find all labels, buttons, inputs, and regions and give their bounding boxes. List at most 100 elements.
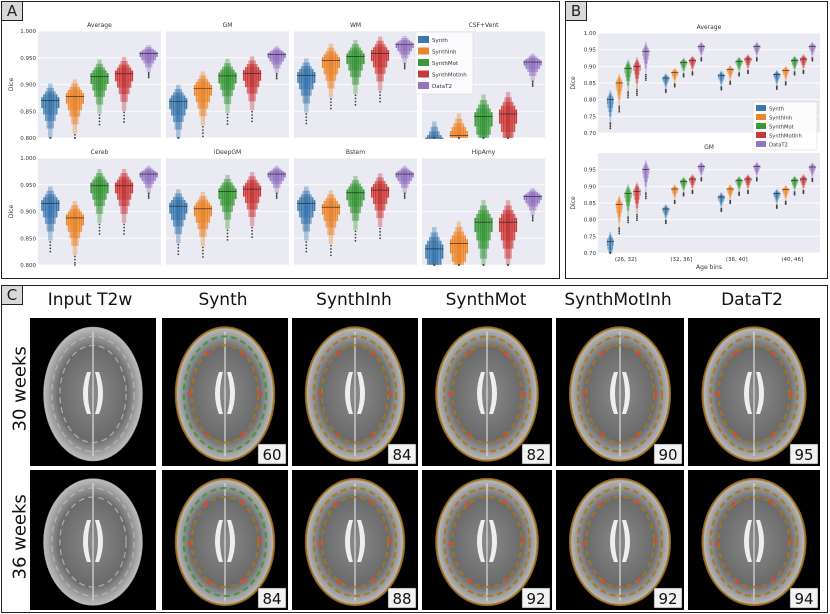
column-title: SynthInh [316, 290, 392, 310]
outlier-point [330, 101, 332, 104]
boxen-level [681, 177, 686, 191]
segmentation-image: 84 [292, 318, 418, 466]
legend: Synth SynthInh SynthMot SynthMotInh DataT2 [752, 101, 818, 151]
boxen-level [352, 39, 359, 95]
error-mark [206, 579, 211, 584]
outlier-point [74, 137, 76, 139]
outlier-point [98, 114, 101, 116]
outlier-point [618, 230, 621, 233]
outlier-point [379, 97, 381, 100]
error-mark [502, 500, 507, 505]
cortex-contour [709, 335, 799, 453]
error-mark [788, 538, 793, 543]
boxen-level [673, 184, 676, 201]
boxen-level [635, 58, 639, 84]
error-mark [715, 541, 720, 546]
boxen-synthinh [193, 191, 213, 258]
boxen-level [303, 186, 309, 241]
outlier-point [354, 103, 357, 106]
error-mark [467, 350, 472, 355]
error-mark [600, 350, 605, 355]
cortex-contour [312, 486, 398, 598]
boxen-level [755, 42, 759, 56]
cortex-contour [182, 335, 268, 453]
boxen-level [198, 195, 207, 238]
boxen-datat2 [267, 45, 287, 80]
boxen-datat2 [642, 41, 650, 82]
y-tick-label: 0.70 [584, 131, 597, 137]
boxen-level [802, 174, 805, 191]
outlier-point [682, 194, 685, 197]
boxen-level [174, 88, 183, 131]
outlier-point [49, 241, 52, 243]
boxen-level [720, 192, 723, 209]
ventricle-right [622, 520, 630, 562]
boxen-synthmotinh [799, 174, 808, 195]
boxen-datat2 [523, 187, 543, 222]
error-mark [733, 350, 738, 355]
boxen-datat2 [753, 41, 761, 62]
y-tick-label: 0.800 [20, 263, 36, 269]
legend-label: Synth [769, 107, 784, 113]
outlier-point [627, 216, 629, 218]
outlier-point [226, 119, 229, 122]
error-mark [788, 392, 793, 396]
error-mark [653, 538, 658, 543]
error-mark [317, 541, 322, 546]
boxen-level [737, 56, 741, 73]
outlier-point [202, 132, 204, 135]
boxen-level [400, 37, 409, 59]
outlier-point [98, 120, 101, 123]
boxen-level [644, 162, 648, 187]
boxen-level [784, 184, 787, 202]
ventricle-left [744, 372, 752, 414]
boxen-synthmot [218, 58, 237, 125]
panel-b: B 0.70 0.75 0.80 0.85 0.90 0.95 1.00 Average Dic… [565, 1, 828, 279]
outlier-point [202, 125, 204, 128]
outlier-point [403, 65, 406, 68]
y-tick-label: 0.80 [584, 218, 597, 224]
boxen-level [530, 187, 536, 216]
boxen-level [175, 84, 181, 139]
outlier-point [275, 74, 278, 77]
outlier-point [251, 226, 254, 229]
outlier-point [123, 233, 125, 235]
outlier-point [123, 114, 125, 117]
error-mark [205, 350, 210, 355]
outlier-point [379, 91, 381, 93]
panel-c-images: 60 84 82 90 95 84 88 92 92 94 [30, 318, 820, 610]
x-tick-label: (32, 36] [670, 257, 692, 263]
outlier-point [226, 229, 229, 232]
outlier-point [755, 59, 758, 62]
outlier-point [403, 192, 406, 195]
outlier-point [177, 246, 180, 249]
boxen-level [431, 121, 437, 139]
dice-score-box [257, 443, 287, 465]
boxen-datat2 [139, 165, 159, 200]
outlier-point [673, 85, 676, 88]
outlier-point [251, 114, 254, 116]
boxen-level [729, 184, 732, 201]
outlier-point [147, 75, 150, 77]
input-image [30, 470, 156, 610]
boxen-level [792, 176, 797, 190]
outlier-point [251, 233, 254, 235]
outlier-point [644, 77, 647, 80]
outlier-point [379, 100, 381, 103]
outlier-point [74, 255, 76, 258]
boxen-level [746, 55, 750, 68]
dice-score-box [521, 587, 551, 609]
outlier-point [609, 123, 612, 126]
cortex-contour [51, 487, 135, 597]
segmentation-image: 82 [422, 318, 552, 466]
boxen-level [200, 71, 206, 126]
outlier-point [784, 203, 787, 205]
cortex-contour [312, 335, 398, 453]
boxen-level [400, 167, 409, 189]
ventricle-right [489, 520, 497, 562]
outlier-point [673, 202, 676, 205]
boxen-synth [606, 89, 615, 130]
y-tick-label: 1.00 [584, 31, 597, 37]
boxen-synth [717, 192, 726, 213]
boxen-level [248, 175, 257, 218]
